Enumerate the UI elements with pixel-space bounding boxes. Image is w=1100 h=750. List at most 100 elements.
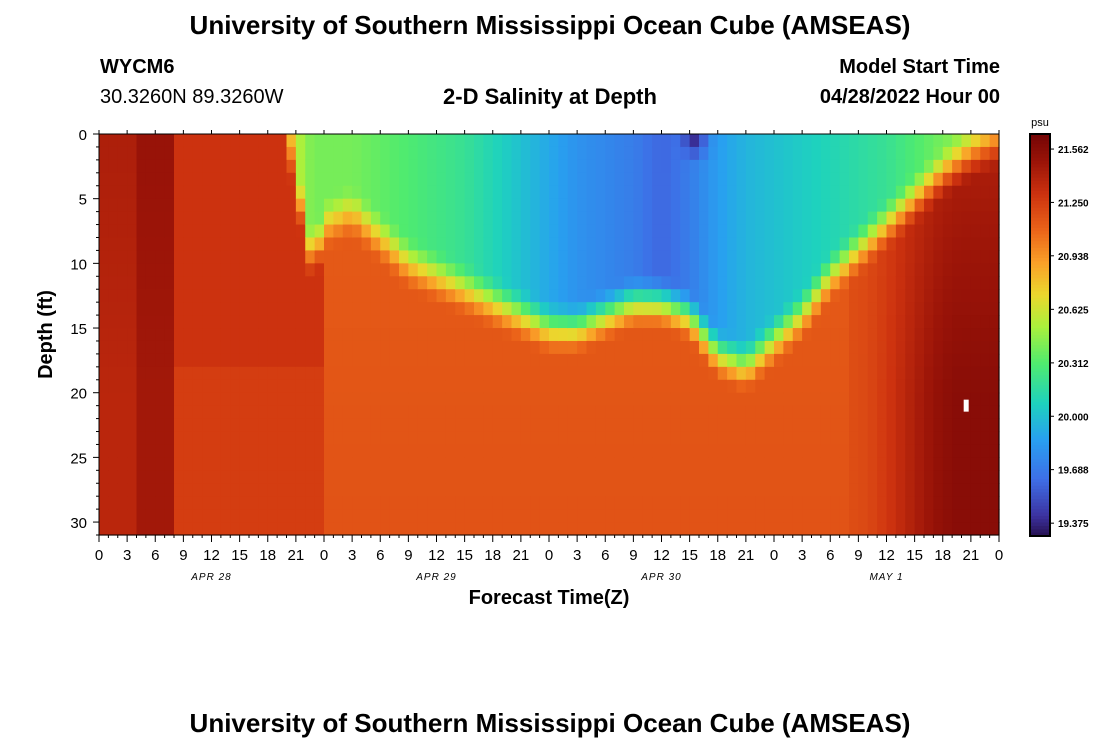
heatmap-cell [361,211,372,226]
heatmap-cell [342,211,353,226]
heatmap-cell [980,146,991,161]
heatmap-cell [249,431,259,446]
heatmap-cell [577,198,588,213]
heatmap-cell [642,224,653,239]
heatmap-cell [699,263,709,277]
heatmap-cell [511,159,522,174]
heatmap-cell [877,172,888,187]
heatmap-cell [436,172,447,187]
heatmap-cell [624,444,634,458]
heatmap-cell [736,198,747,213]
heatmap-cell [99,392,109,407]
heatmap-cell [286,276,297,290]
heatmap-cell [230,340,241,355]
heatmap-cell [249,263,259,277]
heatmap-cell [380,263,391,277]
heatmap-cell [136,418,147,433]
heatmap-cell [877,340,888,355]
heatmap-cell [464,457,475,471]
heatmap-cell [511,509,522,523]
heatmap-cell [970,509,981,523]
heatmap-cell [239,431,250,446]
heatmap-cell [239,522,250,536]
heatmap-cell [633,315,644,329]
heatmap-cell [352,328,363,342]
heatmap-cell [352,392,363,407]
heatmap-cell [614,263,625,277]
heatmap-cell [605,405,616,420]
heatmap-cell [774,315,784,329]
heatmap-cell [230,353,241,368]
heatmap-cell [586,289,597,303]
heatmap-cell [567,289,578,303]
heatmap-cell [624,185,634,200]
heatmap-cell [277,418,288,433]
heatmap-cell [155,496,166,510]
heatmap-cell [136,379,147,394]
colorbar-segment [1030,241,1050,246]
heatmap-cell [867,263,878,277]
heatmap-cell [108,379,119,394]
heatmap-cell [427,431,438,446]
heatmap-cell [502,457,513,471]
heatmap-cell [745,159,756,174]
x-tick-label: 9 [854,547,862,564]
heatmap-cell [886,431,897,446]
heatmap-cell [361,366,372,381]
heatmap-cell [380,315,391,329]
heatmap-cell [192,237,203,252]
heatmap-cell [820,250,831,264]
heatmap-cell [305,405,316,420]
heatmap-cell [886,522,897,536]
heatmap-cell [727,470,738,484]
heatmap-cell [605,509,616,523]
colorbar-segment [1030,134,1050,138]
heatmap-cell [595,483,606,497]
heatmap-cell [511,444,522,458]
heatmap-cell [145,366,156,381]
heatmap-cell [455,198,466,213]
heatmap-cell [783,302,794,316]
x-tick-label: 0 [770,547,778,564]
heatmap-cell [145,418,156,433]
heatmap-cell [427,276,438,290]
heatmap-cell [530,172,541,187]
heatmap-cell [174,328,184,342]
heatmap-cell [670,392,681,407]
heatmap-cell [333,328,344,342]
heatmap-cell [267,134,278,148]
heatmap-cell [399,431,409,446]
heatmap-cell [239,134,250,148]
heatmap-cell [511,315,522,329]
heatmap-cell [520,159,531,174]
heatmap-cell [886,392,897,407]
heatmap-cell [136,366,147,381]
heatmap-cell [164,315,175,329]
colorbar-segment [1030,415,1050,420]
heatmap-cell [614,198,625,213]
heatmap-cell [970,302,981,316]
heatmap-cell [502,134,513,148]
heatmap-cell [220,276,231,290]
heatmap-cell [277,315,288,329]
heatmap-cell [267,509,278,523]
colorbar-segment [1030,452,1050,457]
heatmap-cell [905,366,916,381]
heatmap-cell [136,289,147,303]
heatmap-cell [933,146,944,161]
heatmap-cell [708,431,719,446]
heatmap-cell [211,328,222,342]
heatmap-cell [820,418,831,433]
heatmap-cell [942,328,953,342]
heatmap-cell [689,522,700,536]
heatmap-cell [924,276,934,290]
heatmap-cell [567,392,578,407]
heatmap-cell [970,444,981,458]
heatmap-cell [699,328,709,342]
heatmap-cell [511,457,522,471]
heatmap-cell [324,405,334,420]
heatmap-cell [455,418,466,433]
heatmap-cell [895,379,906,394]
heatmap-cell [136,470,147,484]
heatmap-cell [211,366,222,381]
